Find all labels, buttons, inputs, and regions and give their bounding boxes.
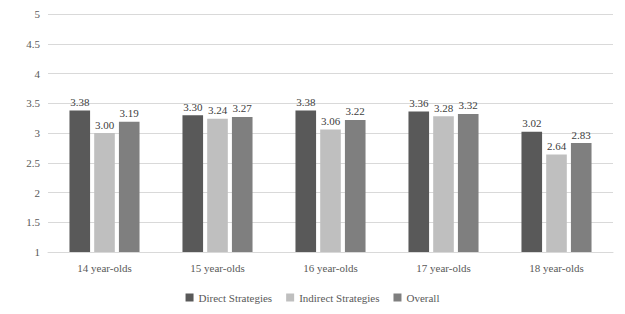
svg-text:4: 4 [35, 68, 41, 80]
svg-text:5: 5 [35, 8, 41, 20]
svg-text:4.5: 4.5 [26, 38, 40, 50]
svg-text:3.30: 3.30 [183, 101, 203, 113]
svg-text:1: 1 [35, 246, 41, 258]
svg-text:3: 3 [35, 127, 41, 139]
svg-text:2: 2 [35, 187, 41, 199]
svg-text:15 year-olds: 15 year-olds [190, 262, 244, 274]
svg-text:3.19: 3.19 [120, 107, 140, 119]
svg-text:3.5: 3.5 [26, 97, 40, 109]
svg-text:Direct Strategies: Direct Strategies [199, 292, 273, 304]
svg-text:3.32: 3.32 [459, 99, 478, 111]
svg-text:17 year-olds: 17 year-olds [416, 262, 470, 274]
svg-text:3.22: 3.22 [346, 105, 365, 117]
svg-text:14 year-olds: 14 year-olds [77, 262, 131, 274]
svg-text:3.27: 3.27 [233, 102, 253, 114]
svg-text:Indirect Strategies: Indirect Strategies [299, 292, 379, 304]
svg-text:1.5: 1.5 [26, 216, 40, 228]
svg-text:3.28: 3.28 [434, 102, 454, 114]
svg-text:2.64: 2.64 [547, 140, 567, 152]
svg-text:3.24: 3.24 [208, 104, 228, 116]
svg-text:3.38: 3.38 [296, 96, 316, 108]
svg-text:3.02: 3.02 [522, 117, 541, 129]
svg-text:18 year-olds: 18 year-olds [529, 262, 583, 274]
svg-text:3.00: 3.00 [95, 119, 115, 131]
svg-text:3.36: 3.36 [409, 97, 429, 109]
svg-text:3.38: 3.38 [70, 96, 90, 108]
svg-text:2.83: 2.83 [572, 129, 592, 141]
svg-text:16 year-olds: 16 year-olds [303, 262, 357, 274]
svg-text:Overall: Overall [406, 292, 439, 304]
svg-text:3.06: 3.06 [321, 115, 341, 127]
svg-text:2.5: 2.5 [26, 157, 40, 169]
